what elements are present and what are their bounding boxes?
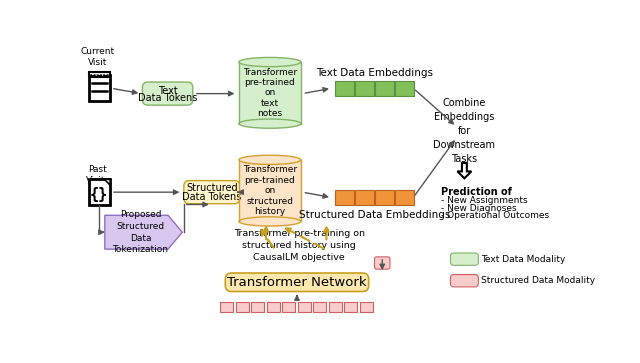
Bar: [335, 190, 354, 205]
Bar: [88, 75, 110, 101]
Text: {}: {}: [90, 187, 108, 202]
Text: - New Diagnoses: - New Diagnoses: [441, 204, 516, 213]
Text: Transformer pre-training on
structured history using
CausalLM objective: Transformer pre-training on structured h…: [234, 229, 365, 262]
Bar: [355, 190, 374, 205]
Bar: [375, 190, 394, 205]
Bar: [360, 302, 373, 311]
Ellipse shape: [239, 57, 301, 67]
Bar: [375, 81, 394, 96]
Bar: [252, 302, 264, 311]
Bar: [395, 190, 415, 205]
Text: Data Tokens: Data Tokens: [138, 93, 197, 103]
Bar: [329, 302, 342, 311]
Bar: [236, 302, 249, 311]
Bar: [395, 81, 415, 96]
Text: Transformer Network: Transformer Network: [227, 276, 367, 289]
Text: Past
Visits: Past Visits: [86, 165, 110, 185]
Polygon shape: [458, 163, 472, 178]
FancyBboxPatch shape: [374, 257, 390, 269]
Bar: [335, 81, 354, 96]
Bar: [355, 81, 374, 96]
Text: Text Data Modality: Text Data Modality: [481, 255, 566, 264]
Text: Structured: Structured: [186, 183, 237, 193]
Text: Text: Text: [157, 86, 177, 95]
Ellipse shape: [239, 119, 301, 128]
Text: Combine
Embeddings
for
Downstream
Tasks: Combine Embeddings for Downstream Tasks: [433, 98, 495, 164]
Text: - Operational Outcomes: - Operational Outcomes: [441, 211, 549, 220]
Bar: [313, 302, 326, 311]
FancyBboxPatch shape: [225, 273, 369, 291]
Bar: [282, 302, 296, 311]
Bar: [267, 302, 280, 311]
Bar: [239, 62, 301, 124]
Text: Data Tokens: Data Tokens: [182, 192, 241, 202]
Text: Transformer
pre-trained
on
structured
history: Transformer pre-trained on structured hi…: [243, 165, 297, 216]
Text: Current
Visit: Current Visit: [81, 48, 115, 67]
Text: Proposed
Structured
Data
Tokenization: Proposed Structured Data Tokenization: [113, 210, 168, 254]
Text: Prediction of: Prediction of: [441, 187, 512, 197]
Text: Text Data Embeddings: Text Data Embeddings: [316, 68, 433, 78]
FancyBboxPatch shape: [142, 82, 193, 105]
FancyBboxPatch shape: [451, 274, 478, 287]
FancyBboxPatch shape: [184, 181, 239, 204]
Text: Structured Data Modality: Structured Data Modality: [481, 276, 596, 285]
FancyBboxPatch shape: [451, 253, 478, 265]
Bar: [88, 179, 110, 205]
Bar: [220, 302, 234, 311]
Text: - New Assignments: - New Assignments: [441, 196, 528, 205]
Text: Structured Data Embeddings: Structured Data Embeddings: [299, 209, 450, 220]
Bar: [344, 302, 358, 311]
Bar: [88, 72, 110, 77]
Bar: [298, 302, 311, 311]
Ellipse shape: [239, 217, 301, 226]
Bar: [239, 160, 301, 221]
Polygon shape: [105, 215, 182, 249]
Text: Transformer
pre-trained
on
text
notes: Transformer pre-trained on text notes: [243, 68, 297, 118]
Ellipse shape: [239, 155, 301, 164]
Polygon shape: [104, 179, 110, 185]
